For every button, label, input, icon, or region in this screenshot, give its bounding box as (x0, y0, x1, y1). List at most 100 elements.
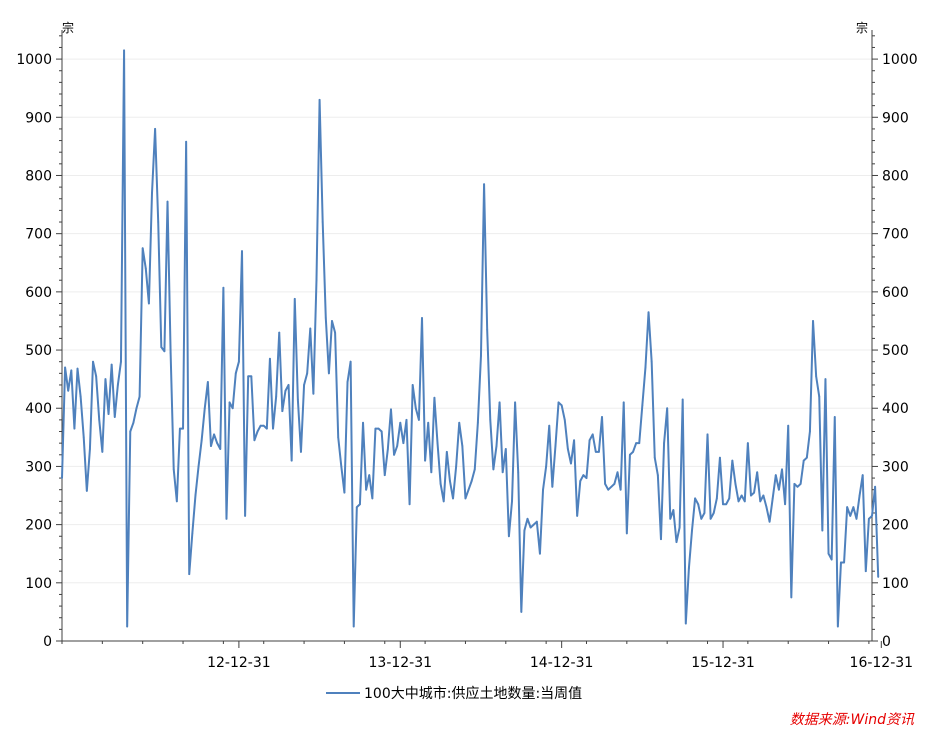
data-point (442, 500, 445, 503)
data-point (827, 552, 830, 555)
data-point (740, 494, 743, 497)
data-point (318, 98, 321, 101)
data-point (154, 128, 157, 130)
y-tick-label-right: 200 (882, 518, 909, 534)
data-point (439, 482, 442, 485)
data-point (467, 488, 470, 491)
data-point (67, 389, 70, 392)
data-point (272, 427, 274, 430)
data-point (408, 503, 411, 506)
data-point (265, 427, 268, 430)
data-point (480, 354, 482, 357)
data-point (231, 407, 234, 410)
data-point (588, 439, 591, 442)
data-point (253, 439, 256, 442)
data-point (64, 366, 66, 369)
data-point (728, 497, 731, 500)
data-point (355, 506, 358, 509)
data-point (213, 433, 215, 436)
data-point (734, 482, 737, 485)
y-tick-label-left: 600 (25, 285, 52, 301)
data-point (470, 480, 473, 482)
data-point (306, 372, 309, 375)
data-point (247, 375, 250, 378)
data-point (377, 427, 380, 430)
data-point (486, 328, 489, 331)
data-point (694, 497, 696, 500)
data-point (216, 442, 219, 445)
data-point (489, 418, 492, 421)
data-point (787, 424, 790, 427)
data-point (678, 526, 681, 529)
data-point (362, 421, 364, 424)
data-point (455, 465, 458, 468)
left-axis-unit: 宗 (62, 20, 74, 35)
gridlines (62, 58, 872, 584)
data-point (563, 418, 566, 421)
data-point (712, 512, 715, 514)
data-point (632, 450, 634, 453)
data-point (523, 529, 526, 532)
data-point (421, 317, 423, 319)
data-point (508, 535, 510, 538)
data-point (824, 378, 827, 381)
data-point (622, 401, 625, 404)
y-tick-label-right: 600 (882, 285, 909, 301)
data-point (399, 421, 402, 424)
y-tick-label-left: 300 (25, 459, 52, 475)
data-point (548, 424, 551, 427)
data-point (840, 561, 842, 564)
data-point (203, 407, 206, 410)
data-point (256, 430, 259, 433)
data-point (607, 488, 610, 491)
data-point (262, 424, 265, 427)
data-point (222, 286, 225, 289)
data-point (281, 410, 284, 413)
data-point (511, 500, 513, 503)
data-point (722, 503, 724, 506)
data-point (501, 471, 504, 474)
data-point (601, 416, 603, 418)
x-tick-label: 15-12-31 (691, 655, 755, 671)
data-point (762, 494, 765, 497)
data-point (383, 474, 386, 477)
x-tick-label: 12-12-31 (207, 655, 271, 671)
data-point (635, 442, 638, 445)
data-point (445, 450, 448, 453)
data-point (120, 360, 122, 363)
y-tick-label-right: 1000 (882, 52, 918, 68)
data-point (241, 250, 243, 253)
data-point (529, 526, 532, 529)
data-point (790, 596, 793, 599)
data-point (629, 453, 631, 456)
data-point (709, 517, 712, 520)
data-point (380, 430, 383, 433)
data-point (871, 514, 873, 517)
data-point (321, 221, 324, 223)
data-point (746, 442, 749, 445)
data-point (514, 401, 516, 404)
data-point (73, 427, 76, 430)
y-tick-label-left: 400 (25, 401, 52, 417)
data-point (498, 401, 501, 404)
data-point (660, 538, 662, 541)
data-point (396, 445, 399, 447)
y-tick-label-left: 700 (25, 227, 52, 243)
data-point (815, 375, 818, 378)
data-point (95, 375, 98, 378)
data-point (324, 317, 327, 319)
data-point (756, 471, 759, 474)
data-point (250, 375, 253, 378)
y-tick-label-right: 900 (882, 110, 909, 126)
data-point (340, 465, 343, 468)
data-point (809, 430, 811, 433)
data-point (157, 221, 160, 223)
data-point (473, 468, 476, 471)
data-point (846, 506, 849, 509)
data-point (526, 517, 529, 520)
data-point (411, 384, 414, 386)
data-point (719, 456, 721, 459)
y-tick-label-right: 400 (882, 401, 909, 417)
data-point (532, 523, 535, 526)
